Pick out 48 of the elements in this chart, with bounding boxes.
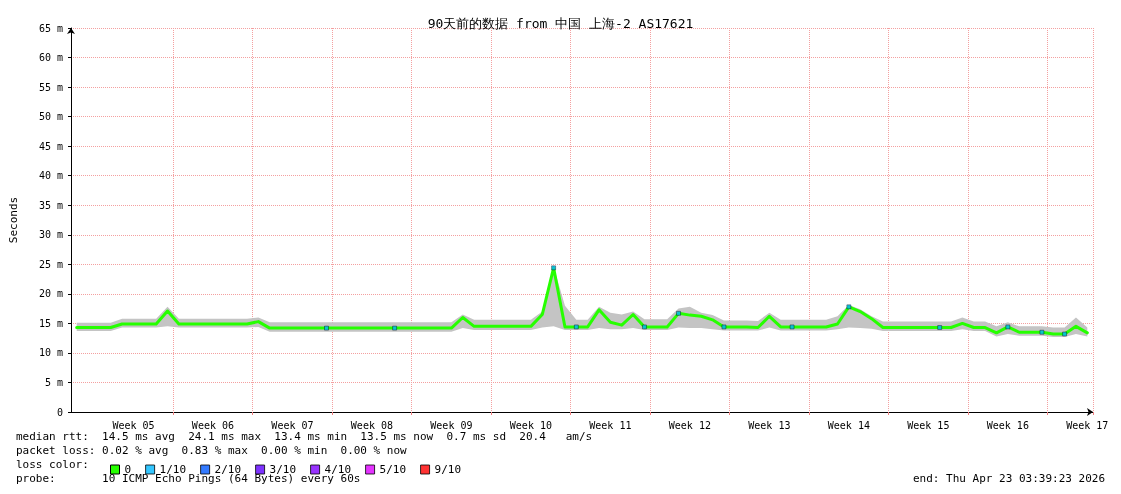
point bbox=[721, 324, 727, 330]
y-tick-label: 5 m bbox=[44, 376, 63, 388]
point bbox=[789, 324, 795, 330]
y-axis-title: Seconds bbox=[7, 196, 20, 244]
point bbox=[642, 324, 647, 330]
point bbox=[551, 265, 556, 271]
point bbox=[392, 325, 397, 331]
y-tick-label: 30 m bbox=[38, 229, 63, 241]
x-tick-label: Week 14 bbox=[827, 419, 870, 431]
y-tick-label: 0 bbox=[56, 406, 63, 418]
y-tick-label: 60 m bbox=[38, 52, 63, 64]
legend-label: 5/10 bbox=[379, 463, 407, 476]
x-tick-label: Week 11 bbox=[589, 419, 632, 431]
point bbox=[676, 311, 681, 316]
y-tick-label: 65 m bbox=[38, 22, 63, 34]
y-tick-label: 20 m bbox=[38, 288, 63, 300]
y-tick-label: 35 m bbox=[38, 199, 63, 211]
point bbox=[1039, 330, 1045, 335]
x-tick-label: Week 13 bbox=[748, 419, 791, 431]
x-tick-label: Week 09 bbox=[430, 419, 473, 431]
x-tick-label: Week 05 bbox=[112, 419, 155, 431]
legend-label: 9/10 bbox=[434, 463, 462, 476]
text: end: Thu Apr 23 03:39:23 2026 bbox=[912, 472, 1106, 485]
text: packet loss: 0.02 % avg 0.83 % max 0.00 % min 0.00 % now bbox=[16, 444, 408, 457]
y-tick-label: 25 m bbox=[38, 258, 63, 270]
y-tick-label: 50 m bbox=[38, 111, 63, 123]
point bbox=[937, 325, 942, 330]
x-tick-label: Week 06 bbox=[191, 419, 235, 431]
x-tick-label: Week 17 bbox=[1066, 419, 1109, 431]
y-tick-label: 40 m bbox=[38, 170, 63, 182]
x-tick-label: Week 10 bbox=[509, 419, 552, 431]
point bbox=[324, 325, 329, 331]
legend-title: loss color: bbox=[16, 458, 89, 471]
x-tick-label: Week 08 bbox=[350, 419, 393, 431]
y-tick-label: 55 m bbox=[38, 81, 63, 93]
point bbox=[574, 324, 579, 330]
point bbox=[1005, 324, 1011, 330]
point bbox=[1062, 331, 1067, 337]
x-tick-label: Week 15 bbox=[907, 419, 950, 431]
y-tick-label: 15 m bbox=[38, 317, 63, 329]
x-tick-label: Week 16 bbox=[986, 419, 1029, 431]
point bbox=[846, 304, 852, 310]
chart-title: 90天前的数据 from 中国 上海-2 AS17621 bbox=[427, 16, 694, 31]
text: median rtt: 14.5 ms avg 24.1 ms max 13.4 ms min 13.5 ms now 0.7 ms sd 20.4 am/s bbox=[16, 430, 593, 443]
x-tick-label: Week 07 bbox=[271, 419, 314, 431]
y-tick-label: 45 m bbox=[38, 140, 63, 152]
x-tick-label: Week 12 bbox=[668, 419, 711, 431]
y-tick-label: 10 m bbox=[38, 347, 63, 359]
